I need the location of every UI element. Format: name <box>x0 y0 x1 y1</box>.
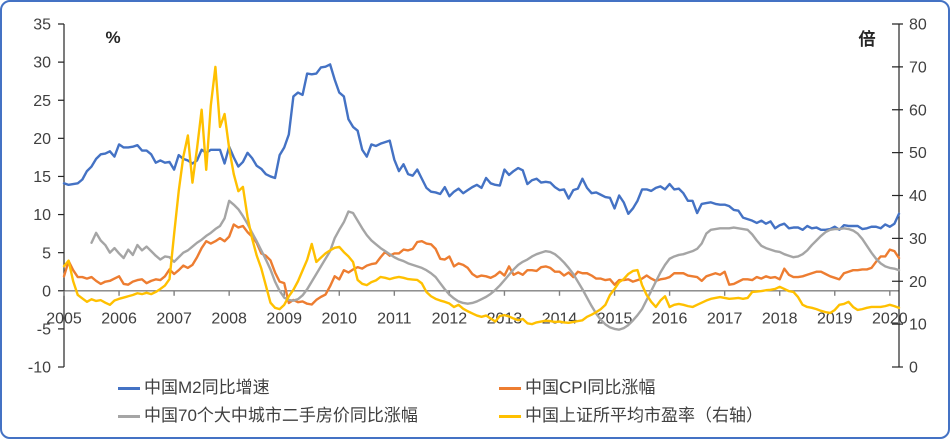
x-axis-tick-label: 2012 <box>432 311 468 328</box>
left-axis-tick-label: 35 <box>33 17 51 34</box>
right-axis-tick-label: 50 <box>909 145 927 162</box>
right-axis-unit-label: 倍 <box>859 29 876 49</box>
series-line-housing <box>90 199 901 331</box>
series-line-cpi <box>62 223 901 306</box>
x-axis-tick-label: 2014 <box>542 311 578 328</box>
right-axis-tick-label: 70 <box>909 59 927 76</box>
right-axis-tick-label: 40 <box>909 188 927 205</box>
right-axis-tick-label: 30 <box>909 231 927 248</box>
left-axis-tick-label: 0 <box>42 283 51 300</box>
right-axis-tick-label: 60 <box>909 102 927 119</box>
left-axis-tick-label: 20 <box>33 131 51 148</box>
series-line-pe <box>62 65 901 326</box>
left-axis-tick-label: -10 <box>28 360 51 377</box>
left-axis-tick-label: 10 <box>33 207 51 224</box>
right-axis-tick-label: 80 <box>909 17 927 34</box>
x-axis-tick-label: 2018 <box>762 311 798 328</box>
left-axis-tick-label: 5 <box>42 245 51 262</box>
x-axis-tick-label: 2006 <box>101 311 137 328</box>
x-axis-tick-label: 2013 <box>487 311 523 328</box>
series-line-m2 <box>62 63 901 232</box>
right-axis-tick-label: 0 <box>909 360 918 377</box>
x-axis-tick-label: 2007 <box>156 311 192 328</box>
x-axis-tick-label: 2010 <box>321 311 357 328</box>
axes-layer: 35302520151050-5-10807060504030201002005… <box>28 17 927 377</box>
left-axis-tick-label: 25 <box>33 93 51 110</box>
x-axis-tick-label: 2016 <box>652 311 688 328</box>
left-axis-tick-label: -5 <box>37 321 51 338</box>
x-axis-tick-label: 2011 <box>377 311 412 328</box>
x-axis-tick-label: 2017 <box>707 311 743 328</box>
right-axis-tick-label: 20 <box>909 274 927 291</box>
series-layer <box>62 63 901 331</box>
left-axis-unit-label: % <box>105 28 120 47</box>
left-axis-tick-label: 30 <box>33 55 51 72</box>
x-axis-tick-label: 2019 <box>817 311 853 328</box>
x-axis-tick-label: 2008 <box>211 311 247 328</box>
left-axis-tick-label: 15 <box>33 169 51 186</box>
right-axis-tick-label: 10 <box>909 317 927 334</box>
x-axis-tick-label: 2005 <box>46 311 82 328</box>
x-axis-tick-label: 2020 <box>872 311 908 328</box>
x-axis-tick-label: 2009 <box>266 311 302 328</box>
